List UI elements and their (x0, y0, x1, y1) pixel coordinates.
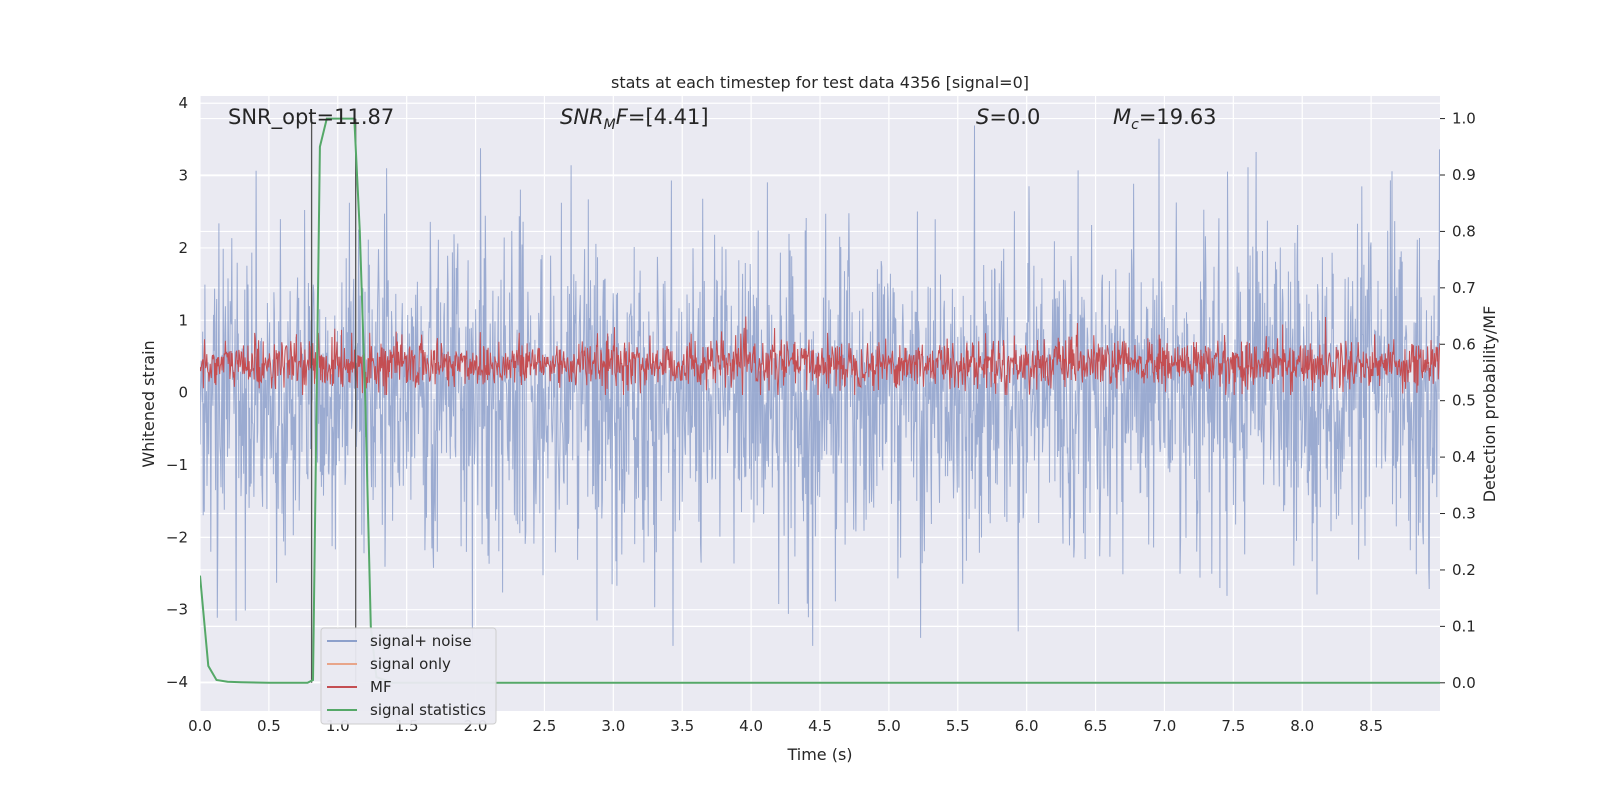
y-tick-label-right: 1.0 (1452, 110, 1476, 128)
y-tick-label-left: −4 (166, 673, 188, 691)
x-axis-label: Time (s) (786, 745, 852, 764)
annotation-snr-mf: SNRMF=[4.41] (560, 105, 709, 133)
y-tick-label-left: −1 (166, 456, 188, 474)
x-tick-label: 0.5 (257, 717, 281, 735)
y-tick-label-left: 3 (178, 167, 188, 185)
y-tick-label-right: 0.5 (1452, 392, 1476, 410)
x-tick-label: 2.5 (533, 717, 557, 735)
series-signal-noise (200, 125, 1440, 646)
y-tick-label-left: −2 (166, 528, 188, 546)
x-tick-label: 6.5 (1084, 717, 1108, 735)
legend-box (320, 627, 497, 725)
legend-label-signal-noise: signal+ noise (370, 632, 472, 650)
y-tick-label-right: 0.0 (1452, 674, 1476, 692)
y-tick-label-right: 0.2 (1452, 561, 1476, 579)
y-tick-label-right: 0.3 (1452, 505, 1476, 523)
annotation-snr-opt: SNR_opt=11.87 (228, 105, 394, 130)
x-tick-label: 5.0 (877, 717, 901, 735)
series-signal-statistics (200, 117, 1440, 684)
x-tick-label: 4.5 (808, 717, 832, 735)
x-tick-label: 3.0 (601, 717, 625, 735)
x-tick-label: 6.0 (1015, 717, 1039, 735)
x-tick-label: 4.0 (739, 717, 763, 735)
y-tick-label-right: 0.9 (1452, 166, 1476, 184)
y-tick-label-left: 2 (178, 239, 188, 257)
x-tick-label: 7.0 (1153, 717, 1177, 735)
legend-label-signal-statistics: signal statistics (370, 701, 486, 719)
y-axis-label-left: Whitened strain (139, 340, 158, 467)
y-tick-label-left: −3 (166, 601, 188, 619)
x-tick-label: 0.0 (188, 717, 212, 735)
x-tick-label: 8.5 (1359, 717, 1383, 735)
x-tick-label: 8.0 (1290, 717, 1314, 735)
y-tick-label-left: 0 (178, 384, 188, 402)
chart-title: stats at each timestep for test data 435… (611, 73, 1029, 92)
y-tick-label-left: 4 (178, 94, 188, 112)
legend: signal+ noise signal only MF signal stat… (320, 627, 497, 725)
annotation-mc: Mc=19.63 (1113, 105, 1217, 133)
x-tick-label: 3.5 (670, 717, 694, 735)
y-tick-label-right: 0.8 (1452, 222, 1476, 240)
x-tick-label: 5.5 (946, 717, 970, 735)
legend-label-signal-only: signal only (370, 655, 451, 673)
y-tick-label-right: 0.1 (1452, 617, 1476, 635)
annotation-s: S=0.0 (976, 105, 1040, 129)
y-tick-label-right: 0.6 (1452, 335, 1476, 353)
axis-ticks: 0.0 0.5 1.0 1.5 2.0 2.5 3.0 3.5 4.0 4.5 5.0 5.5 6.0 6… (166, 94, 1476, 735)
y-tick-label-right: 0.7 (1452, 279, 1476, 297)
plot-area (200, 117, 1440, 684)
legend-label-mf: MF (370, 678, 392, 696)
x-tick-label: 7.5 (1221, 717, 1245, 735)
y-tick-label-left: 1 (178, 311, 188, 329)
series-mf (200, 316, 1440, 396)
y-tick-label-right: 0.4 (1452, 448, 1476, 466)
y-axis-label-right: Detection probability/MF (1480, 306, 1499, 503)
